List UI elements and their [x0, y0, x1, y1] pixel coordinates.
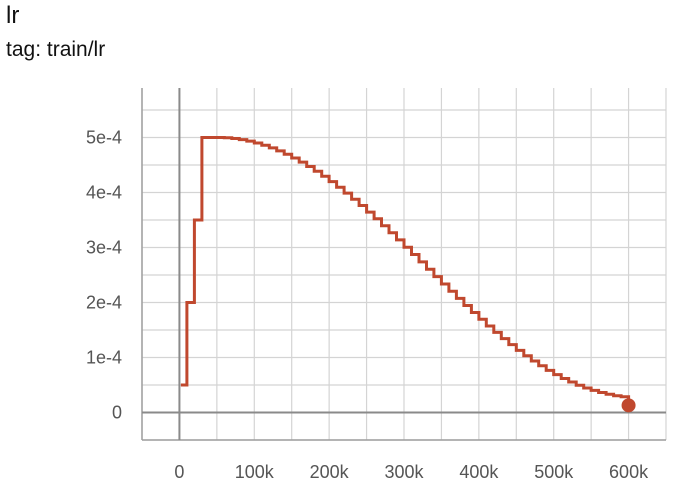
lr-series-endpoint: [621, 398, 636, 413]
chart-series: [180, 136, 636, 413]
y-tick-label: 1e-4: [86, 348, 122, 368]
x-tick-label: 600k: [609, 462, 649, 482]
y-tick-label: 5e-4: [86, 128, 122, 148]
x-tick-label: 400k: [459, 462, 499, 482]
y-tick-label: 0: [112, 403, 122, 423]
y-tick-label: 2e-4: [86, 293, 122, 313]
y-tick-label: 3e-4: [86, 238, 122, 258]
chart-tick-labels: 0 1e-4 2e-4 3e-4 4e-4 5e-4 0 100k 200k 300k 400k 50…: [86, 128, 649, 483]
x-tick-label: 0: [174, 462, 184, 482]
chart-card-title: lr: [6, 2, 20, 29]
chart-axes: [141, 88, 666, 441]
y-tick-label: 4e-4: [86, 183, 122, 203]
x-tick-label: 100k: [235, 462, 275, 482]
x-tick-label: 300k: [384, 462, 424, 482]
x-tick-label: 500k: [534, 462, 574, 482]
x-tick-label: 200k: [310, 462, 350, 482]
lr-series-line: [180, 136, 631, 406]
chart-card-tag: tag: train/lr: [6, 38, 106, 61]
